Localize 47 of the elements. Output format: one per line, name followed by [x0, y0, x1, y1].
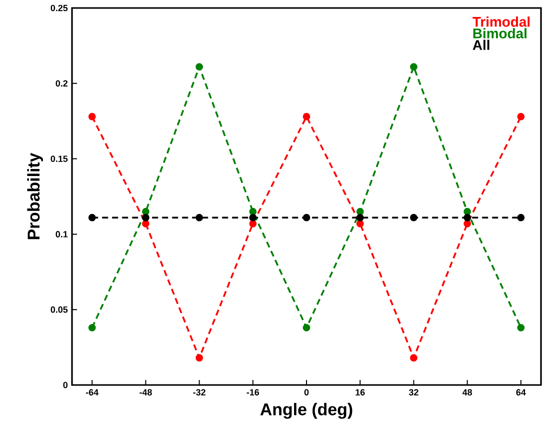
point — [464, 220, 472, 228]
x-tick-label: 48 — [462, 389, 472, 396]
x-tick-label: 32 — [408, 389, 418, 396]
point — [302, 112, 310, 120]
y-tick-label: 0.25 — [50, 4, 68, 12]
x-tick-label: 64 — [516, 389, 526, 396]
point — [410, 63, 418, 71]
point — [464, 208, 472, 216]
point — [249, 208, 257, 216]
y-tick-label: 0 — [63, 382, 68, 388]
text: Trimodal — [472, 16, 530, 27]
y-tick-label: 0.05 — [50, 306, 68, 313]
point — [196, 63, 203, 71]
point — [142, 214, 150, 222]
point — [249, 214, 257, 222]
point — [517, 214, 525, 222]
point — [196, 214, 203, 222]
point — [517, 112, 525, 120]
x-tick-label: -48 — [140, 389, 152, 396]
point — [356, 214, 364, 222]
x-tick-label: -64 — [86, 389, 99, 396]
x-tick-label: 0 — [304, 389, 309, 396]
point — [410, 214, 418, 222]
text: All — [472, 40, 490, 50]
x-tick-label: -32 — [193, 389, 206, 396]
point — [142, 208, 150, 216]
point — [410, 354, 418, 362]
point — [302, 324, 310, 332]
y-tick-label: 0.1 — [56, 231, 68, 238]
point — [88, 324, 96, 332]
point — [88, 214, 96, 222]
point — [464, 214, 472, 222]
point — [142, 220, 150, 228]
x-tick-label: -16 — [246, 389, 260, 396]
y-tick-label: 0.2 — [56, 80, 68, 87]
x-tick-label: 16 — [356, 389, 365, 396]
point — [88, 112, 96, 120]
point — [517, 324, 525, 332]
point — [249, 220, 257, 228]
point — [356, 208, 364, 216]
y-axis-title: Probability — [27, 152, 43, 240]
point — [356, 220, 364, 228]
point — [302, 214, 310, 222]
y-tick-label: 0.15 — [50, 156, 68, 162]
x-axis-title: Angle (deg) — [260, 402, 352, 419]
point — [196, 354, 203, 362]
text: Bimodal — [473, 28, 526, 38]
